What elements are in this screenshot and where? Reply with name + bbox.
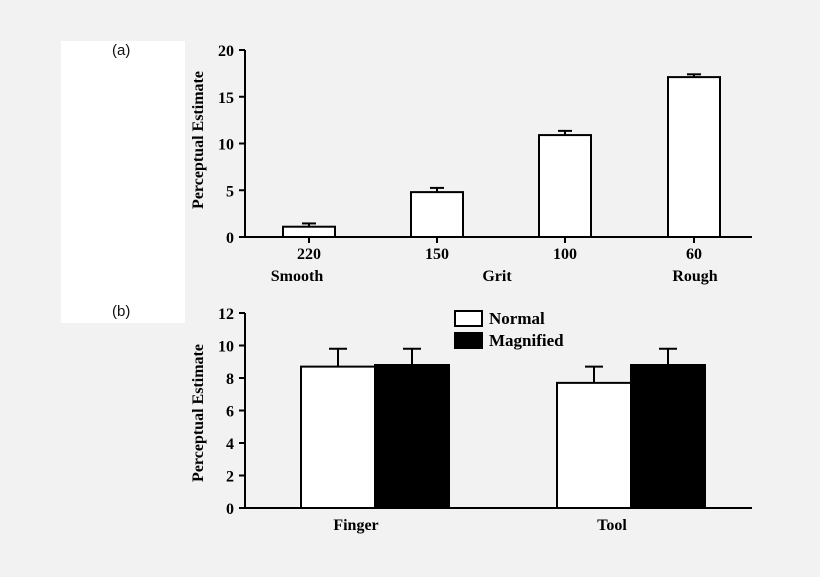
b-ytick-label: 12 [218, 306, 234, 323]
a-xtick-label: 100 [553, 246, 577, 263]
a-bar [667, 76, 721, 238]
a-bar [410, 191, 464, 238]
b-ytick-label: 4 [226, 436, 234, 453]
b-ytick-label: 0 [226, 501, 234, 518]
a-ytick-label: 20 [218, 43, 234, 60]
a-ytick-label: 10 [218, 137, 234, 154]
a-xtick-label: 60 [686, 246, 702, 263]
a-ytick-label: 15 [218, 90, 234, 107]
a-bar [282, 225, 336, 238]
panel-b-label: (b) [112, 303, 131, 320]
a-xtick-label: 150 [425, 246, 449, 263]
b-ytick-label: 2 [226, 469, 234, 486]
b-ytick-label: 10 [218, 339, 234, 356]
legend-label-normal: Normal [489, 309, 545, 328]
b-bar-normal [300, 365, 376, 509]
a-ytick-label: 0 [226, 230, 234, 247]
legend-swatch-normal [454, 310, 483, 327]
b-bar-magnified [374, 364, 450, 509]
b-xtick-label: Tool [597, 517, 627, 534]
legend-swatch-magnified [454, 332, 483, 349]
b-ytick-label: 8 [226, 371, 234, 388]
a-ytick-label: 5 [226, 183, 234, 200]
b-ylabel: Perceptual Estimate [190, 344, 207, 482]
b-xtick-label: Finger [333, 517, 378, 534]
a-ylabel: Perceptual Estimate [190, 71, 207, 209]
a-bar [538, 134, 592, 239]
a-xlabel-smooth: Smooth [271, 268, 324, 285]
a-xlabel-rough: Rough [672, 268, 717, 285]
panel-a-label: (a) [112, 42, 131, 59]
a-xtick-label: 220 [297, 246, 321, 263]
legend-label-magnified: Magnified [489, 331, 564, 350]
white-panel [61, 41, 185, 323]
b-bar-normal [556, 381, 632, 509]
b-bar-magnified [630, 364, 706, 509]
a-xlabel-grit: Grit [482, 268, 512, 285]
b-ytick-label: 6 [226, 404, 234, 421]
